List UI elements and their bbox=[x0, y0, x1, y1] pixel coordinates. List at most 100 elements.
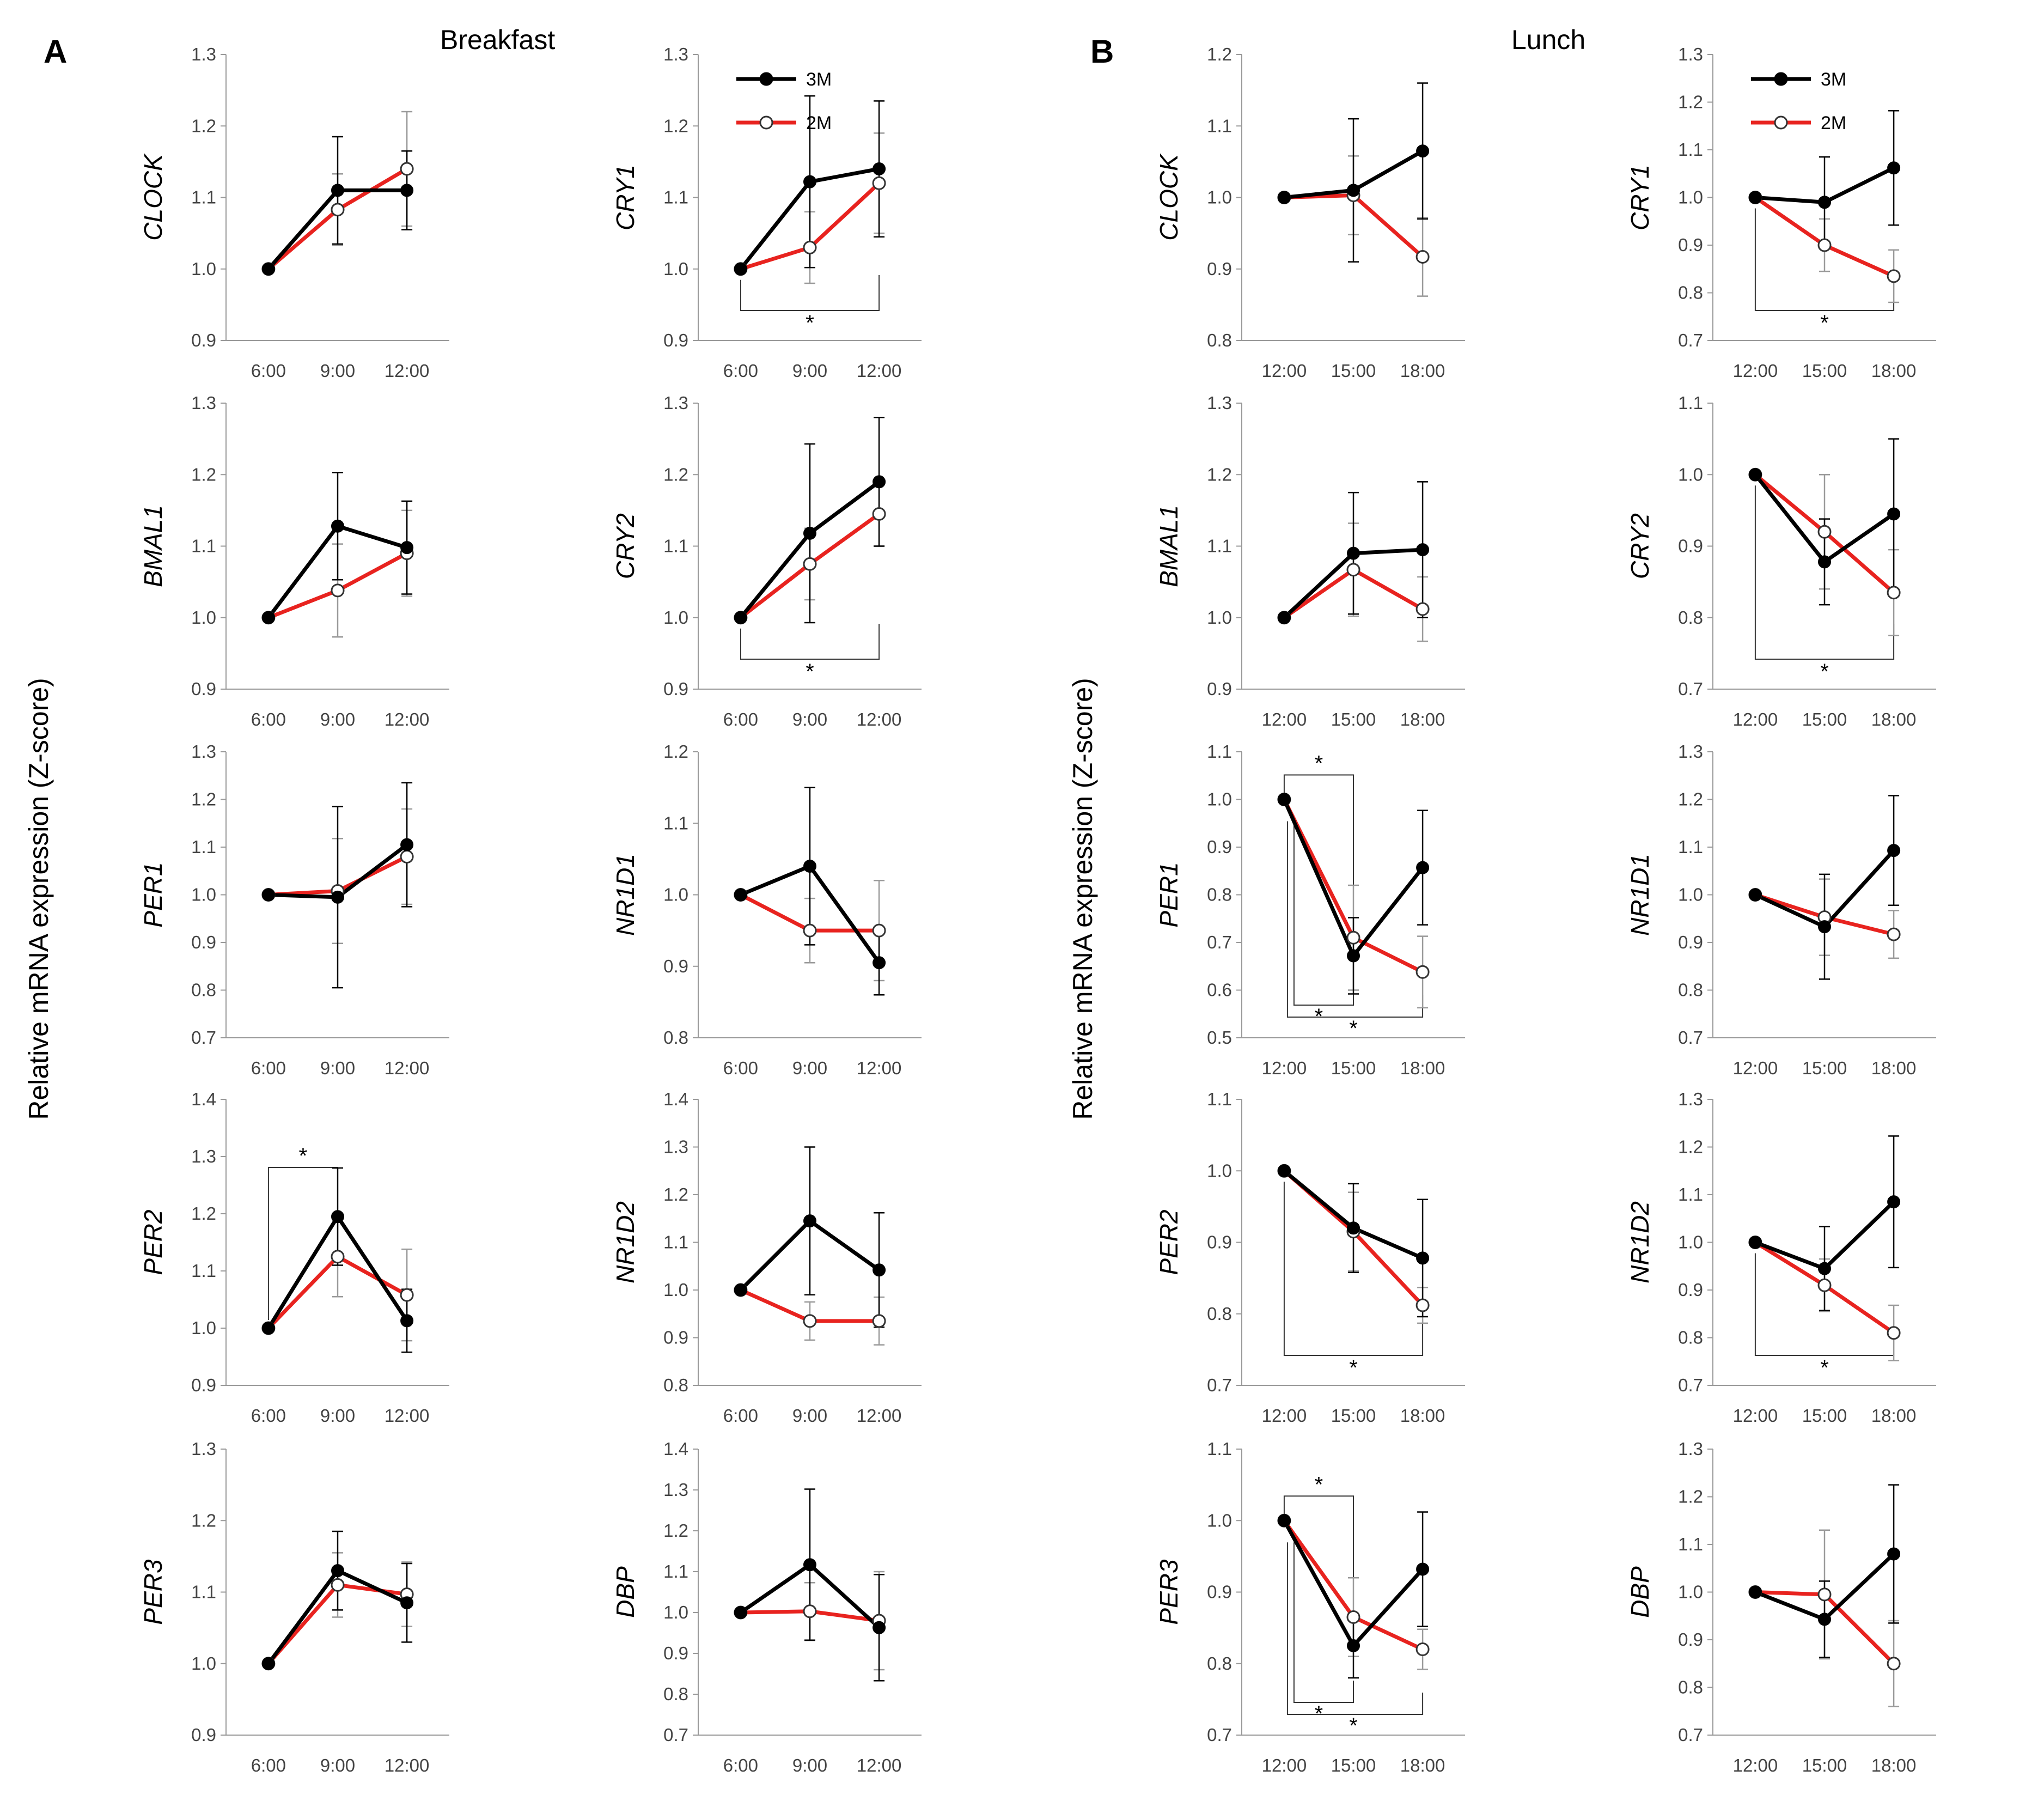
panel-letter-a: A bbox=[44, 33, 67, 70]
data-point-3m bbox=[400, 1596, 414, 1610]
y-tick-label: 1.1 bbox=[1678, 139, 1703, 160]
chart-a-bmal1: 0.9 1.0 1.1 1.2 1.3 6:00 9:00 12:00 BMAL1 bbox=[139, 393, 449, 729]
data-point-3m bbox=[1887, 1547, 1901, 1561]
y-tick-label: 1.3 bbox=[191, 44, 216, 64]
x-tick-label: 6:00 bbox=[251, 1058, 286, 1078]
shared-ylabel-a: Relative mRNA expression (Z-score) bbox=[23, 678, 54, 1120]
data-point-3m bbox=[331, 184, 344, 197]
data-point-2m bbox=[803, 923, 817, 938]
y-tick-label: 1.2 bbox=[191, 464, 216, 484]
data-point-2m bbox=[331, 583, 345, 598]
data-point-3m bbox=[261, 262, 275, 276]
gene-label-cry2: CRY2 bbox=[1626, 513, 1654, 579]
data-point-2m bbox=[1817, 525, 1832, 539]
significance-star: * bbox=[1349, 1714, 1358, 1738]
x-tick-label: 6:00 bbox=[723, 361, 758, 381]
data-point-3m bbox=[734, 1606, 747, 1619]
significance-star: * bbox=[1315, 1473, 1323, 1496]
y-tick-label: 1.1 bbox=[191, 1261, 216, 1281]
x-tick-label: 6:00 bbox=[251, 1755, 286, 1775]
chart-b-clock: 0.8 0.9 1.0 1.1 1.2 12:00 15:00 18:00 CLOCK bbox=[1155, 44, 1465, 381]
y-tick-label: 0.9 bbox=[1207, 679, 1232, 699]
y-tick-label: 0.9 bbox=[1678, 1629, 1703, 1650]
chart-a-clock: 0.9 1.0 1.1 1.2 1.3 6:00 9:00 12:00 CLOCK bbox=[139, 44, 449, 381]
y-tick-label: 0.5 bbox=[1207, 1027, 1232, 1048]
data-point-2m bbox=[803, 557, 817, 571]
y-tick-label: 0.8 bbox=[663, 1684, 688, 1704]
x-tick-label: 12:00 bbox=[1262, 1058, 1307, 1078]
significance-star: * bbox=[806, 311, 814, 335]
data-point-3m bbox=[1416, 861, 1430, 874]
chart-b-per1: 0.5 0.6 0.7 0.8 0.9 1.0 1.1 12:00 15:00 18:00 PER1… bbox=[1155, 741, 1465, 1078]
gene-label-per3: PER3 bbox=[139, 1559, 167, 1625]
y-tick-label: 1.2 bbox=[1207, 44, 1232, 64]
y-tick-label: 1.1 bbox=[1207, 741, 1232, 762]
x-tick-label: 18:00 bbox=[1400, 1058, 1445, 1078]
data-point-3m bbox=[261, 1657, 275, 1670]
y-tick-label: 0.9 bbox=[1678, 1280, 1703, 1300]
data-point-2m bbox=[1887, 586, 1901, 600]
y-tick-label: 0.8 bbox=[191, 980, 216, 1000]
x-tick-label: 18:00 bbox=[1400, 709, 1445, 729]
x-tick-label: 12:00 bbox=[385, 709, 430, 729]
chart-b-nr1d1: 0.7 0.8 0.9 1.0 1.1 1.2 1.3 12:00 15:00 18:00 NR1D… bbox=[1626, 741, 1936, 1078]
x-tick-label: 12:00 bbox=[1733, 709, 1778, 729]
data-point-2m bbox=[400, 162, 414, 176]
y-tick-label: 1.3 bbox=[663, 393, 688, 413]
data-point-3m bbox=[261, 888, 275, 902]
y-tick-label: 1.4 bbox=[663, 1439, 688, 1459]
data-point-3m bbox=[1277, 1514, 1291, 1528]
x-tick-label: 15:00 bbox=[1331, 1755, 1376, 1775]
data-point-2m bbox=[331, 1250, 345, 1264]
x-tick-label: 18:00 bbox=[1871, 709, 1917, 729]
section-title-breakfast: Breakfast bbox=[440, 25, 555, 55]
y-tick-label: 0.7 bbox=[1207, 1725, 1232, 1745]
data-point-3m bbox=[400, 541, 414, 555]
y-tick-label: 1.0 bbox=[191, 885, 216, 905]
x-tick-label: 15:00 bbox=[1331, 709, 1376, 729]
data-point-2m bbox=[1887, 927, 1901, 941]
y-tick-label: 0.9 bbox=[1207, 1582, 1232, 1602]
y-tick-label: 1.1 bbox=[663, 813, 688, 833]
significance-star: * bbox=[299, 1144, 308, 1168]
y-tick-label: 1.0 bbox=[663, 885, 688, 905]
y-tick-label: 1.0 bbox=[1678, 464, 1703, 484]
data-point-2m bbox=[1415, 250, 1430, 264]
gene-label-nr1d2: NR1D2 bbox=[1626, 1201, 1654, 1283]
data-point-3m bbox=[1818, 196, 1831, 209]
y-tick-label: 0.9 bbox=[1207, 259, 1232, 279]
y-tick-label: 0.8 bbox=[1678, 607, 1703, 628]
y-tick-label: 1.1 bbox=[1207, 1439, 1232, 1459]
data-point-2m bbox=[331, 1578, 345, 1592]
data-point-3m bbox=[1818, 920, 1831, 934]
data-point-3m bbox=[872, 162, 886, 175]
x-tick-label: 15:00 bbox=[1802, 1058, 1847, 1078]
gene-label-cry2: CRY2 bbox=[611, 513, 639, 579]
y-tick-label: 1.2 bbox=[663, 115, 688, 136]
y-tick-label: 0.8 bbox=[1678, 1677, 1703, 1698]
y-tick-label: 1.2 bbox=[663, 741, 688, 762]
data-point-3m bbox=[1347, 1221, 1360, 1235]
data-point-3m bbox=[734, 262, 747, 276]
y-tick-label: 0.9 bbox=[663, 330, 688, 350]
gene-label-bmal1: BMAL1 bbox=[1155, 505, 1183, 587]
chart-b-bmal1: 0.9 1.0 1.1 1.2 1.3 12:00 15:00 18:00 BMAL1 bbox=[1155, 393, 1465, 729]
data-point-3m bbox=[1277, 1164, 1291, 1178]
y-tick-label: 1.0 bbox=[191, 259, 216, 279]
y-tick-label: 0.9 bbox=[191, 679, 216, 699]
y-tick-label: 1.1 bbox=[1678, 1184, 1703, 1204]
data-point-2m bbox=[1887, 269, 1901, 283]
x-tick-label: 12:00 bbox=[1733, 361, 1778, 381]
gene-label-per1: PER1 bbox=[139, 862, 167, 927]
y-tick-label: 1.1 bbox=[191, 536, 216, 556]
y-tick-label: 1.0 bbox=[191, 607, 216, 628]
y-tick-label: 0.9 bbox=[191, 1375, 216, 1395]
y-tick-label: 1.3 bbox=[191, 741, 216, 762]
data-point-3m bbox=[803, 1558, 816, 1572]
x-tick-label: 9:00 bbox=[792, 1058, 827, 1078]
chart-a-nr1d2: 0.8 0.9 1.0 1.1 1.2 1.3 1.4 6:00 9:00 12:00 NR1D2 bbox=[611, 1089, 922, 1426]
significance-bracket bbox=[1286, 1542, 1424, 1715]
y-tick-label: 1.2 bbox=[191, 1203, 216, 1224]
data-point-3m bbox=[1748, 191, 1762, 204]
